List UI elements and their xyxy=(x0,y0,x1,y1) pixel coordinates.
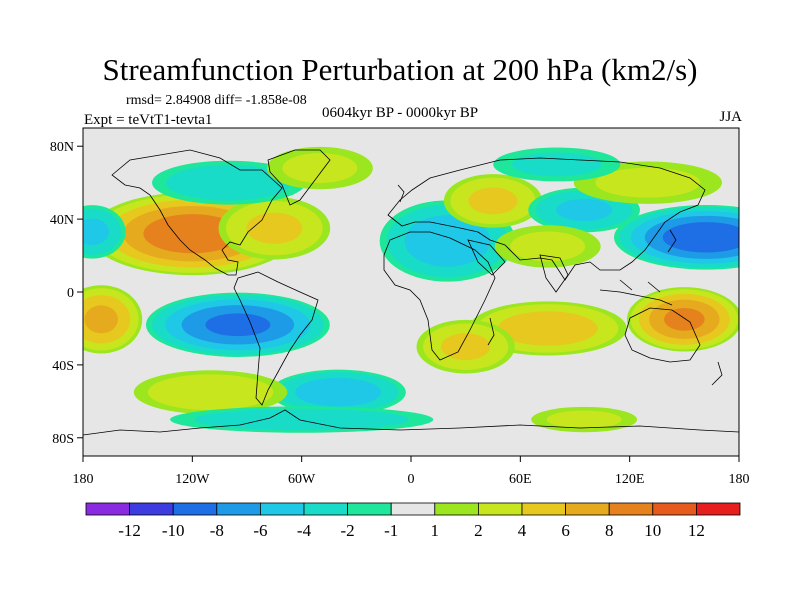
anomaly-contour xyxy=(166,164,292,201)
anomaly-contour xyxy=(205,313,271,337)
colorbar-swatch xyxy=(521,502,566,516)
lat-tick-label: 80S xyxy=(52,432,74,447)
lon-tick-label: 60W xyxy=(288,472,316,487)
colorbar-swatch xyxy=(259,502,305,516)
colorbar-swatch xyxy=(85,502,130,516)
colorbar-label: -8 xyxy=(210,521,224,540)
colorbar-swatch xyxy=(172,502,218,516)
anomaly-contour xyxy=(295,377,381,407)
anomaly-contour xyxy=(404,215,491,267)
anomaly-contour xyxy=(556,198,613,222)
anomaly-4 xyxy=(266,146,373,190)
colorbar-label: 2 xyxy=(474,521,483,540)
colorbar-swatch xyxy=(303,502,348,516)
colorbar-label: 6 xyxy=(561,521,570,540)
colorbar-label: -10 xyxy=(162,521,185,540)
anomaly-3 xyxy=(152,160,306,205)
anomaly-contour xyxy=(546,410,622,429)
lon-tick-label: 180 xyxy=(729,472,750,487)
colorbar-label: -6 xyxy=(253,521,267,540)
anomaly-12 xyxy=(83,285,143,354)
colorbar-swatch xyxy=(565,502,610,516)
coastlines xyxy=(83,149,739,436)
colorbar-swatch xyxy=(216,502,261,516)
colorbar-label: -2 xyxy=(341,521,355,540)
anomaly-contour xyxy=(83,218,109,246)
anomaly-contour xyxy=(595,167,701,198)
anomaly-contour xyxy=(510,231,586,262)
anomaly-contour xyxy=(468,187,518,215)
lat-tick-label: 40N xyxy=(50,213,74,228)
contour-field xyxy=(83,128,739,456)
colorbar: -12 -10 -8 -6 -4 -2 -1 1 2 4 6 8 10 12 xyxy=(85,502,741,540)
colorbar-label: 8 xyxy=(605,521,614,540)
lon-tick-label: 120W xyxy=(175,472,210,487)
anomaly-1 xyxy=(218,196,331,260)
anomaly-contour xyxy=(497,311,598,346)
anomaly-17 xyxy=(270,369,406,415)
anomaly-11 xyxy=(493,147,621,182)
colorbar-swatch xyxy=(608,502,654,516)
colorbar-label: 12 xyxy=(688,521,705,540)
colorbar-swatch xyxy=(477,502,523,516)
lon-tick-label: 120E xyxy=(615,472,645,487)
anomaly-contour xyxy=(511,152,602,177)
lon-tick-label: 0 xyxy=(408,472,415,487)
colorbar-label: 4 xyxy=(518,521,527,540)
colorbar-swatch xyxy=(652,502,697,516)
lat-axis: 80N 40N 0 40S 80S xyxy=(50,140,83,447)
anomaly-contour xyxy=(84,305,118,334)
anomaly-13 xyxy=(145,292,330,357)
lat-tick-label: 40S xyxy=(52,359,74,374)
anomaly-20 xyxy=(531,406,638,433)
anomaly-contour xyxy=(441,333,491,361)
stats-label: rmsd= 2.84908 diff= -1.858e-08 xyxy=(126,93,307,108)
colorbar-label: -4 xyxy=(297,521,312,540)
period-label: 0604kyr BP - 0000kyr BP xyxy=(322,105,479,121)
anomaly-contour xyxy=(194,408,410,431)
colorbar-label: -1 xyxy=(384,521,398,540)
colorbar-label: 10 xyxy=(644,521,661,540)
anomaly-contour xyxy=(282,153,358,184)
anomaly-contour xyxy=(246,212,303,244)
experiment-label: Expt = teVtT1-tevta1 xyxy=(84,112,213,128)
anomaly-contour xyxy=(143,214,242,254)
season-label: JJA xyxy=(719,109,742,125)
anomaly-19 xyxy=(170,406,434,433)
anomaly-15 xyxy=(626,287,739,352)
anomaly-contour xyxy=(147,374,274,411)
anomaly-8 xyxy=(494,225,601,268)
colorbar-swatch xyxy=(129,502,174,516)
anomaly-9 xyxy=(613,205,739,270)
anomaly-contour xyxy=(662,222,739,253)
colorbar-label: 1 xyxy=(431,521,440,540)
colorbar-swatch xyxy=(696,502,741,516)
colorbar-swatch xyxy=(347,502,392,516)
colorbar-label: -12 xyxy=(118,521,141,540)
map-title: Streamfunction Perturbation at 200 hPa (… xyxy=(102,52,698,87)
colorbar-swatch xyxy=(390,502,436,516)
anomaly-6 xyxy=(443,174,543,228)
lon-axis: 180 120W 60W 0 60E 120E 180 xyxy=(73,456,750,487)
lat-tick-label: 0 xyxy=(67,286,74,301)
anomaly-contour xyxy=(664,307,705,331)
colorbar-swatch xyxy=(434,502,479,516)
anomaly-2 xyxy=(83,205,126,259)
lon-tick-label: 60E xyxy=(509,472,532,487)
lat-tick-label: 80N xyxy=(50,140,74,155)
anomaly-18 xyxy=(133,370,288,415)
lon-tick-label: 180 xyxy=(73,472,94,487)
